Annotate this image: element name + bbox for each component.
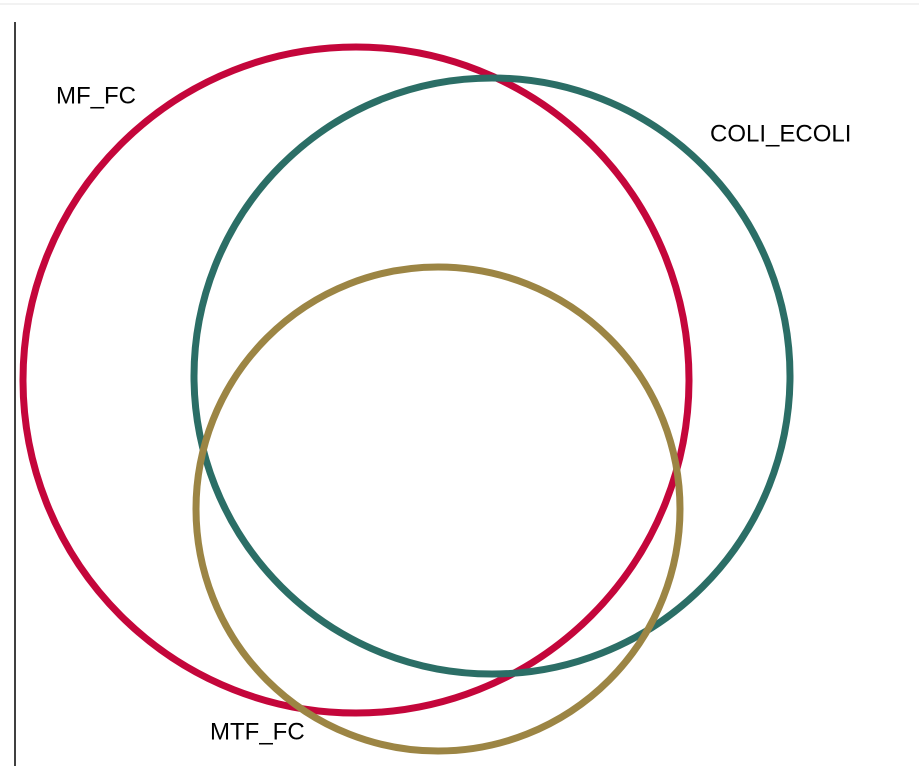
set-circle: [19, 43, 693, 717]
set-label: MF_FC: [56, 82, 136, 109]
set-circle: [192, 263, 684, 755]
set-circle: [190, 74, 794, 678]
set-label: MTF_FC: [210, 718, 305, 745]
set-label: COLI_ECOLI: [710, 120, 851, 147]
